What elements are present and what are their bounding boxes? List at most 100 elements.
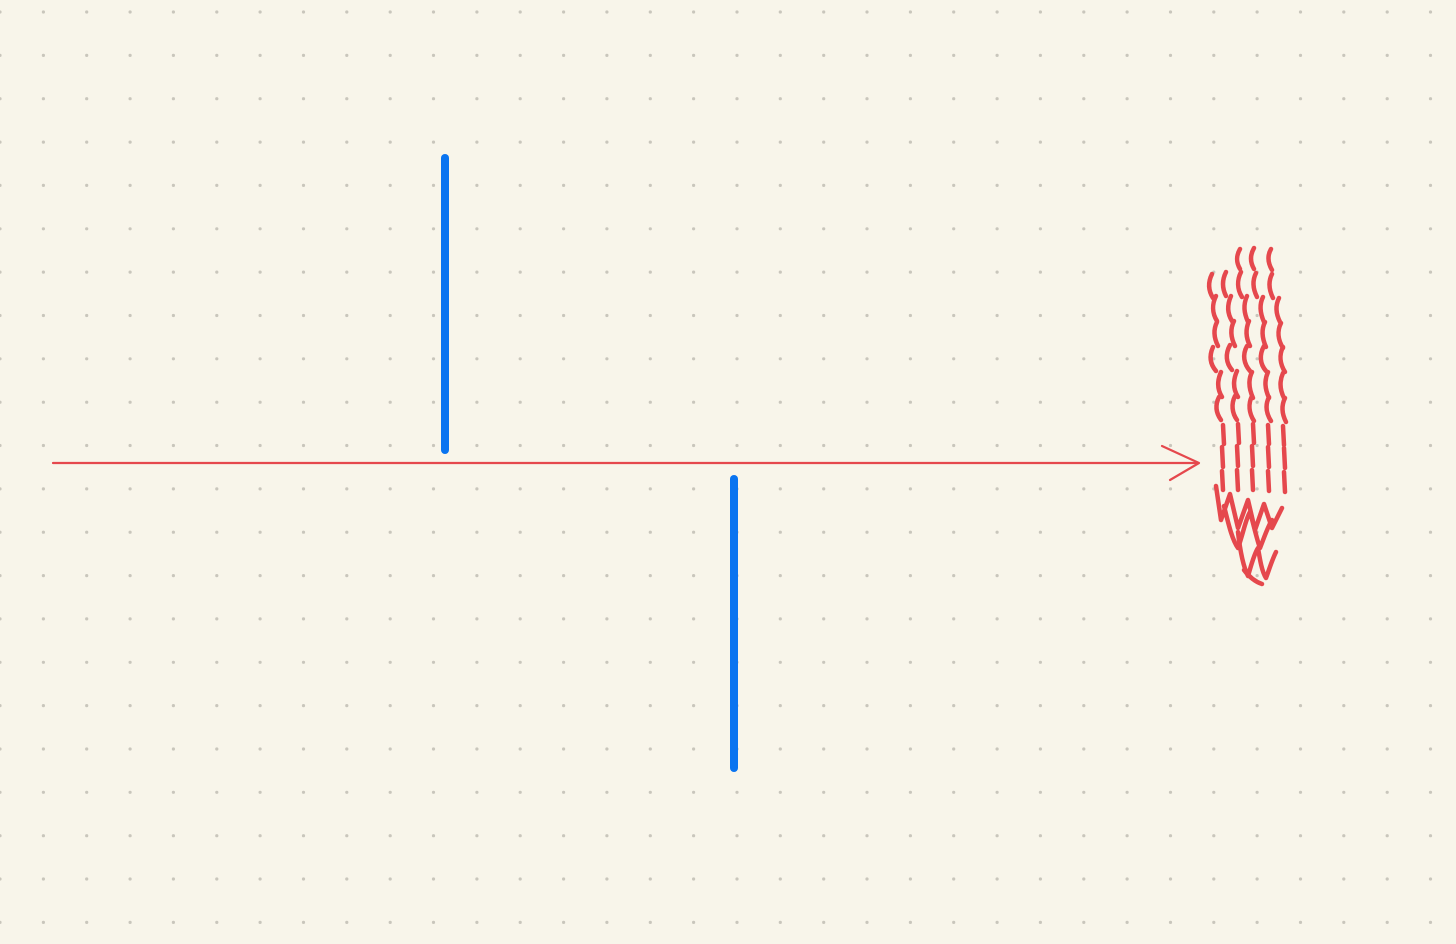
grid-dot bbox=[301, 227, 306, 231]
grid-dot bbox=[1428, 443, 1433, 448]
grid-dot bbox=[648, 790, 652, 794]
grid-dot bbox=[562, 660, 566, 664]
grid-dot bbox=[1212, 747, 1216, 751]
grid-dot bbox=[1082, 834, 1086, 838]
grid-dot bbox=[0, 227, 2, 231]
grid-dot bbox=[1385, 10, 1389, 14]
grid-dot bbox=[822, 660, 826, 664]
grid-dot bbox=[1212, 920, 1216, 925]
grid-dot bbox=[345, 400, 349, 404]
grid-dot bbox=[85, 140, 89, 144]
grid-dot bbox=[1082, 617, 1086, 621]
grid-dot bbox=[518, 617, 522, 621]
grid-dot bbox=[562, 140, 566, 144]
grid-dot bbox=[388, 53, 392, 58]
grid-dot bbox=[388, 660, 392, 664]
grid-dot bbox=[1038, 53, 1042, 58]
grid-dot bbox=[85, 530, 89, 534]
grid-dot bbox=[475, 10, 479, 14]
grid-dot bbox=[908, 877, 913, 881]
grid-dot bbox=[431, 790, 436, 794]
grid-dot bbox=[171, 834, 175, 838]
grid-dot bbox=[171, 227, 175, 231]
grid-dot bbox=[995, 574, 999, 578]
scribble-stroke bbox=[1249, 467, 1256, 493]
scribble-stroke bbox=[1265, 468, 1272, 494]
scribble-stroke bbox=[1267, 271, 1276, 301]
grid-dot bbox=[1125, 313, 1129, 318]
grid-dot bbox=[952, 617, 956, 621]
grid-dot bbox=[952, 53, 956, 58]
grid-dot bbox=[778, 617, 782, 621]
grid-dot bbox=[1385, 790, 1389, 794]
scribble-stroke bbox=[1206, 271, 1216, 301]
grid-dot bbox=[562, 357, 566, 361]
grid-dot bbox=[41, 227, 46, 231]
grid-dot bbox=[258, 183, 262, 187]
grid-dot bbox=[258, 313, 262, 318]
grid-dot bbox=[952, 10, 956, 14]
grid-dot bbox=[215, 660, 219, 664]
grid-dot bbox=[995, 270, 999, 274]
grid-dot bbox=[1125, 834, 1129, 838]
grid-dot bbox=[605, 53, 609, 58]
grid-dot bbox=[562, 97, 566, 101]
grid-dot bbox=[735, 140, 739, 144]
grid-dot bbox=[1385, 97, 1389, 101]
grid-dot bbox=[822, 530, 826, 534]
grid-dot bbox=[952, 747, 956, 751]
grid-dot bbox=[258, 443, 262, 448]
grid-dot bbox=[778, 10, 782, 14]
grid-dot bbox=[388, 443, 392, 448]
grid-dot bbox=[1038, 704, 1042, 708]
grid-dot bbox=[171, 140, 175, 144]
grid-dot bbox=[995, 617, 999, 621]
grid-dot bbox=[475, 227, 479, 231]
grid-dot bbox=[1212, 183, 1216, 187]
grid-dot bbox=[1342, 747, 1346, 751]
grid-dot bbox=[778, 790, 782, 794]
grid-dot bbox=[171, 443, 175, 448]
grid-dot bbox=[605, 834, 609, 838]
grid-dot bbox=[215, 747, 219, 751]
grid-dot bbox=[431, 747, 436, 751]
grid-dot bbox=[865, 834, 869, 838]
grid-dot bbox=[648, 183, 652, 187]
grid-dot bbox=[1212, 140, 1216, 144]
grid-dot bbox=[1428, 97, 1433, 101]
grid-dot bbox=[1168, 313, 1173, 318]
grid-dot bbox=[1125, 660, 1129, 664]
grid-dot bbox=[215, 487, 219, 491]
scribble-stroke bbox=[1220, 269, 1229, 299]
grid-dot bbox=[258, 400, 262, 404]
grid-dot bbox=[1298, 357, 1303, 361]
grid-dot bbox=[345, 660, 349, 664]
grid-dot bbox=[128, 920, 132, 925]
grid-dot bbox=[388, 530, 392, 534]
grid-dot bbox=[345, 313, 349, 318]
grid-dot bbox=[778, 270, 782, 274]
grid-dot bbox=[128, 877, 132, 881]
grid-dot bbox=[518, 400, 522, 404]
scribble-stroke bbox=[1229, 318, 1238, 349]
grid-dot bbox=[1342, 183, 1346, 187]
grid-dot bbox=[0, 790, 2, 794]
grid-dot bbox=[1212, 834, 1216, 838]
grid-dot bbox=[518, 877, 522, 881]
grid-dot bbox=[475, 400, 479, 404]
grid-dot bbox=[865, 313, 869, 318]
grid-dot bbox=[605, 183, 609, 187]
grid-dot bbox=[1082, 660, 1086, 664]
grid-dot bbox=[1385, 530, 1389, 534]
grid-dot bbox=[1082, 487, 1086, 491]
grid-dot bbox=[0, 400, 2, 404]
scribble-stroke bbox=[1280, 423, 1287, 448]
grid-dot bbox=[258, 530, 262, 534]
grid-dot bbox=[345, 53, 349, 58]
grid-dot bbox=[1428, 747, 1433, 751]
grid-dot bbox=[41, 443, 46, 448]
grid-dot bbox=[1428, 790, 1433, 794]
scribble-stroke bbox=[1251, 270, 1260, 300]
grid-dot bbox=[1428, 10, 1433, 14]
grid-dot bbox=[1082, 574, 1086, 578]
